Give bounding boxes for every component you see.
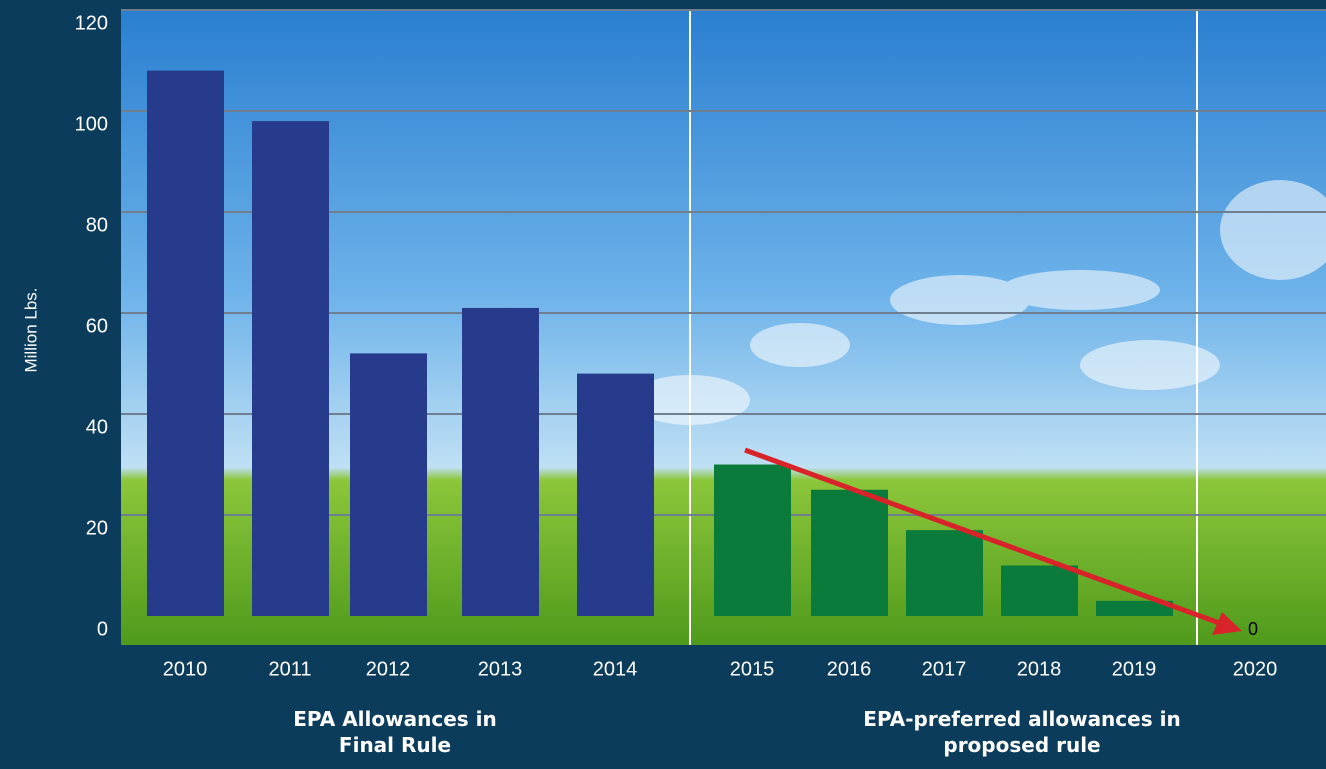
y-tick-label: 0 <box>97 618 108 640</box>
bar <box>462 308 539 616</box>
y-axis-label: Million Lbs. <box>21 287 40 372</box>
y-tick-label: 80 <box>86 214 108 236</box>
x-tick-label: 2020 <box>1233 658 1278 680</box>
bar <box>1001 566 1078 617</box>
y-tick-label: 100 <box>75 113 108 135</box>
x-tick-label: 2018 <box>1017 658 1062 680</box>
x-tick-label: 2016 <box>827 658 872 680</box>
bar <box>577 374 654 616</box>
x-tick-label: 2012 <box>366 658 411 680</box>
bar <box>714 465 791 617</box>
x-tick-label: 2019 <box>1112 658 1157 680</box>
bar <box>906 530 983 616</box>
y-tick-label: 40 <box>86 416 108 438</box>
x-tick-label: 2017 <box>922 658 967 680</box>
x-tick-label: 2014 <box>593 658 638 680</box>
x-tick-label: 2015 <box>730 658 775 680</box>
bar <box>350 353 427 616</box>
x-tick-label: 2010 <box>163 658 208 680</box>
bar <box>811 490 888 616</box>
y-tick-label: 20 <box>86 517 108 539</box>
x-tick-label: 2011 <box>268 658 311 680</box>
x-tick-label: 2013 <box>478 658 523 680</box>
y-tick-label: 60 <box>86 315 108 337</box>
data-label: 0 <box>1248 619 1258 639</box>
chart: Million Lbs. EPA Allowances inFinal Rule… <box>0 0 1326 769</box>
y-tick-label: 120 <box>75 12 108 34</box>
bar <box>252 121 329 616</box>
bar <box>147 71 224 616</box>
